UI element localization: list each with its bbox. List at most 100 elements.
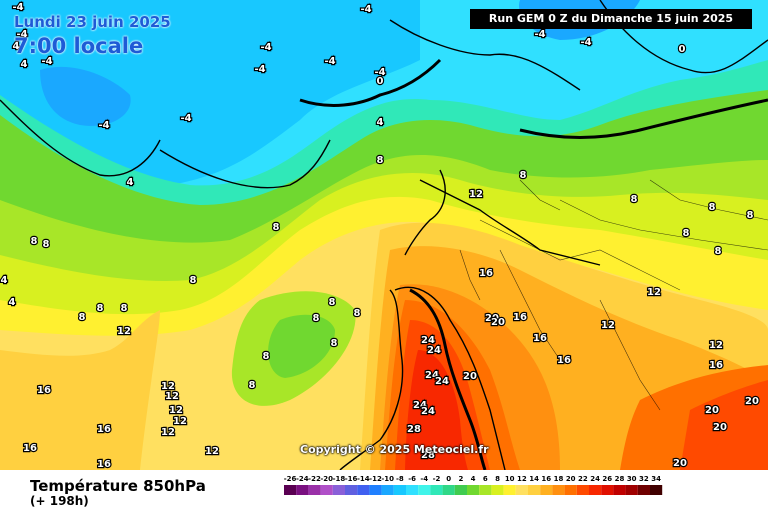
scale-tick-label: -8 [396,475,404,483]
isotherm-value-label: 12 [709,340,723,351]
isotherm-value-label: 8 [97,303,104,314]
country-borders-thin [459,179,768,411]
isotherm-value-label: 12 [205,446,219,457]
scale-swatch [357,485,370,495]
isotherm-value-label: 24 [421,406,435,417]
isotherm-value-label: 4 [9,297,16,308]
scale-swatch [540,485,553,495]
scale-swatch [625,485,638,495]
isotherm-value-label: -4 [324,56,335,67]
scale-tick-label: 6 [483,475,488,483]
scale-tick-label: 8 [495,475,500,483]
isotherm-value-label: 8 [329,297,336,308]
scale-tick-label: -12 [369,475,382,483]
scale-swatch [589,485,602,495]
scale-tick-label: -20 [320,475,333,483]
isotherm-value-label: 16 [37,385,51,396]
isotherm-value-label: 8 [190,275,197,286]
isotherm-value-label: 20 [491,317,505,328]
scale-swatch [491,485,504,495]
isotherm-value-label: 16 [557,355,571,366]
scale-tick-label: 32 [639,475,649,483]
isotherm-value-label: 24 [421,335,435,346]
scale-swatch [467,485,480,495]
isotherm-value-label: -4 [98,120,109,131]
isotherm-value-label: 16 [97,459,111,470]
isotherm-value-label: 8 [709,202,716,213]
isotherm-value-label: 8 [683,228,690,239]
valid-date: Lundi 23 juin 2025 [14,13,171,31]
scale-swatch [454,485,467,495]
scale-tick-label: 30 [627,475,637,483]
scale-swatch [320,485,333,495]
scale-tick-label: -2 [433,475,441,483]
isotherm-value-label: 4 [127,177,134,188]
isotherm-value-label: 12 [469,189,483,200]
coastlines [0,0,768,470]
isotherm-value-label: 8 [263,351,270,362]
scale-swatch [528,485,541,495]
scale-swatch [479,485,492,495]
isotherm-value-label: 28 [421,450,435,461]
scale-swatch [296,485,309,495]
isotherm-value-label: 8 [249,380,256,391]
country-borders-bold [299,58,768,470]
scale-tick-label: 16 [541,475,551,483]
scale-swatch [393,485,406,495]
scale-swatch [418,485,431,495]
temperature-map: -4-4-4-4-4-4-4-4-4-4-4-40004444888888888… [0,0,768,470]
valid-time: 7:00 locale [14,34,144,58]
scale-swatch [406,485,419,495]
scale-swatch [650,485,663,495]
scale-tick-label: 2 [458,475,463,483]
scale-tick-label: -6 [408,475,416,483]
scale-tick-label: 26 [602,475,612,483]
lead-time: (+ 198h) [30,494,89,508]
isotherm-value-label: 8 [331,338,338,349]
scale-swatch [430,485,443,495]
isotherm-value-label: 16 [709,360,723,371]
isotherm-value-label: 0 [377,76,384,87]
isotherm-value-label: 4 [377,117,384,128]
field-band-24 [405,350,468,470]
scale-tick-label: 34 [651,475,661,483]
isotherm-value-label: -4 [534,29,545,40]
scale-tick-label: 14 [529,475,539,483]
isotherm-labels: -4-4-4-4-4-4-4-4-4-4-4-40004444888888888… [0,1,760,470]
isotherm-value-label: 12 [169,405,183,416]
isotherm-value-label: 8 [273,222,280,233]
isotherm-value-label: -4 [260,42,271,53]
isotherm-value-label: 16 [97,424,111,435]
isotherm-value-label: 16 [479,268,493,279]
scale-tick-label: -10 [381,475,394,483]
scale-tick-label: -18 [333,475,346,483]
scale-tick-label: 20 [566,475,576,483]
scale-swatch [515,485,528,495]
scale-tick-label: -22 [308,475,321,483]
isotherm-value-label: -4 [374,67,385,78]
isotherm-value-label: 12 [161,381,175,392]
isotherm-value-label: 0 [679,44,686,55]
isotherm-value-label: 8 [631,194,638,205]
scale-tick-label: -4 [420,475,428,483]
scale-tick-label: 28 [615,475,625,483]
field-pocket-atlantic-core [268,314,335,378]
scale-swatch [345,485,358,495]
scale-swatch [503,485,516,495]
copyright-notice: Copyright © 2025 Meteociel.fr [300,443,489,456]
isotherm-value-label: 8 [520,170,527,181]
isotherm-value-label: -4 [16,29,27,40]
isotherm-value-label: 8 [313,313,320,324]
field-band-22-east [680,380,768,470]
isotherm-value-label: 8 [377,155,384,166]
scale-tick-label: 4 [471,475,476,483]
scale-tick-label: -24 [296,475,309,483]
isotherm-value-label: 24 [427,345,441,356]
isotherm-value-label: -4 [360,4,371,15]
isotherm-value-label: 20 [705,405,719,416]
scale-swatch [564,485,577,495]
isotherm-value-label: 12 [647,287,661,298]
scale-swatch [442,485,455,495]
isotherm-value-label: 8 [79,312,86,323]
isotherm-value-label: 12 [173,416,187,427]
